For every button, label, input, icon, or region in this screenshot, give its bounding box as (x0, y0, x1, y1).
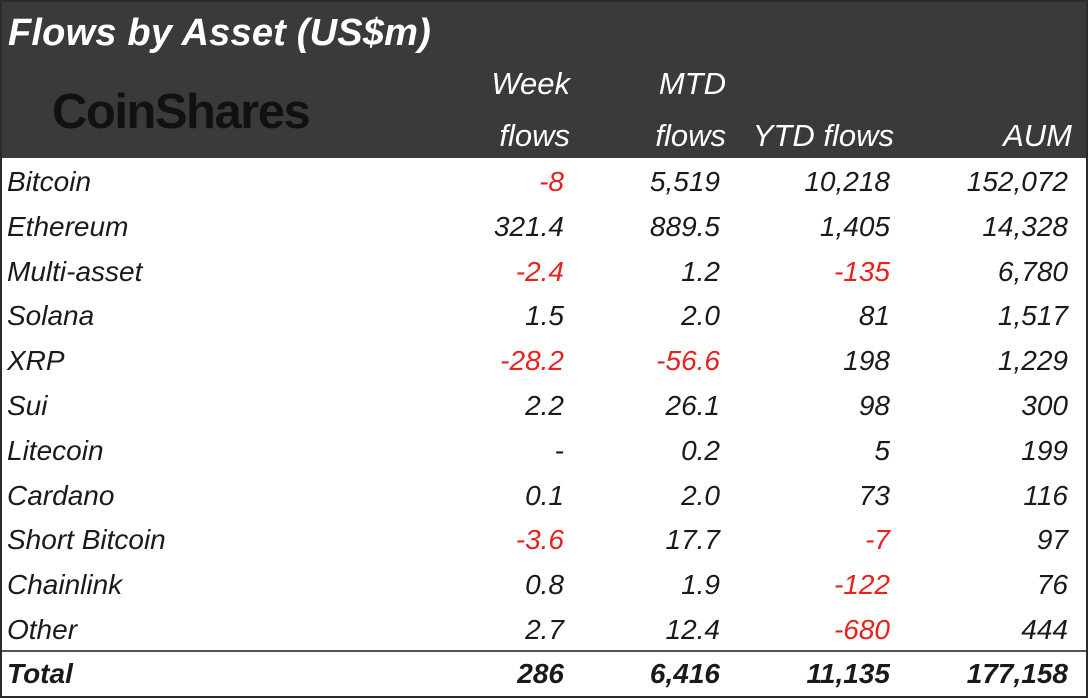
cell-ytd: 73 (858, 479, 890, 511)
cell-mtd: 2.0 (681, 300, 720, 332)
col-header-mtd-line1: MTD (658, 66, 726, 101)
asset-name: Sui (7, 390, 48, 421)
table-row: Sui 2.2 26.1 98 300 (2, 383, 1086, 428)
cell-ytd: 198 (843, 345, 890, 377)
table-header: Flows by Asset (US$m) CoinShares Week fl… (2, 2, 1086, 158)
cell-week: -2.4 (515, 255, 564, 287)
total-divider (2, 650, 1086, 652)
table-row: Short Bitcoin -3.6 17.7 -7 97 (2, 517, 1086, 562)
cell-aum: 1,517 (997, 300, 1068, 332)
cell-aum: 97 (1036, 524, 1068, 556)
cell-week: -3.6 (515, 524, 564, 556)
asset-name: Chainlink (7, 569, 123, 601)
table-row: Ethereum 321.4 889.5 1,405 14,328 (2, 204, 1086, 249)
cell-week: 321.4 (493, 210, 564, 242)
cell-aum: 300 (1021, 390, 1068, 421)
table-row: Cardano 0.1 2.0 73 116 (2, 473, 1086, 518)
table-row: Solana 1.5 2.0 81 1,517 (2, 293, 1086, 338)
col-header-ytd: YTD flows (752, 118, 894, 153)
table-row: XRP -28.2 -56.6 198 1,229 (2, 338, 1086, 383)
coinshares-logo: CoinShares (52, 85, 311, 139)
table-row: Litecoin - 0.2 5 199 (2, 428, 1086, 473)
total-label: Total (7, 658, 73, 689)
cell-aum: 6,780 (997, 255, 1068, 287)
table-row: Multi-asset -2.4 1.2 -135 6,780 (2, 249, 1086, 294)
col-header-week-line2: flows (499, 118, 570, 153)
total-aum: 177,158 (966, 658, 1068, 689)
table-title: Flows by Asset (US$m) (8, 12, 431, 54)
asset-name: Multi-asset (7, 255, 143, 287)
total-week: 286 (517, 658, 564, 689)
cell-mtd: 1.9 (681, 569, 720, 601)
cell-mtd: 0.2 (681, 434, 720, 466)
cell-ytd: 81 (858, 300, 890, 332)
asset-name: XRP (7, 345, 65, 377)
asset-name: Bitcoin (7, 166, 92, 197)
cell-ytd: -680 (833, 614, 890, 645)
cell-aum: 199 (1021, 434, 1068, 466)
cell-mtd: 889.5 (649, 210, 720, 242)
cell-mtd: 17.7 (665, 524, 721, 556)
cell-mtd: 12.4 (665, 614, 721, 645)
cell-ytd: 1,405 (819, 210, 890, 242)
cell-week: 2.7 (525, 614, 564, 645)
cell-week: 0.8 (525, 569, 564, 601)
total-ytd: 11,135 (806, 658, 890, 689)
cell-aum: 116 (1023, 479, 1068, 511)
asset-name: Ethereum (7, 210, 129, 242)
col-header-week-line1: Week (491, 66, 570, 101)
cell-week: - (554, 434, 564, 466)
cell-week: -28.2 (500, 345, 564, 377)
total-row: Total 286 6,416 11,135 177,158 (2, 651, 1086, 696)
cell-mtd: 2.0 (681, 479, 720, 511)
cell-ytd: -7 (865, 524, 890, 556)
table-row: Chainlink 0.8 1.9 -122 76 (2, 562, 1086, 607)
asset-name: Cardano (7, 479, 115, 511)
cell-aum: 1,229 (997, 345, 1068, 377)
cell-aum: 444 (1021, 614, 1068, 645)
asset-name: Other (7, 614, 78, 645)
cell-mtd: 1.2 (681, 255, 720, 287)
total-mtd: 6,416 (649, 658, 720, 689)
cell-ytd: 98 (858, 390, 890, 421)
cell-aum: 152,072 (966, 166, 1068, 197)
asset-name: Litecoin (7, 434, 104, 466)
cell-mtd: 5,519 (649, 166, 720, 197)
col-header-mtd-line2: flows (655, 118, 726, 153)
cell-week: 2.2 (525, 390, 564, 421)
col-header-aum: AUM (1003, 118, 1072, 153)
asset-name: Short Bitcoin (7, 524, 166, 556)
cell-ytd: 5 (874, 434, 890, 466)
cell-aum: 76 (1036, 569, 1068, 601)
cell-mtd: -56.6 (656, 345, 720, 377)
cell-week: 1.5 (525, 300, 564, 332)
table-row: Bitcoin -8 5,519 10,218 152,072 (2, 159, 1086, 204)
cell-ytd: 10,218 (804, 166, 890, 197)
cell-mtd: 26.1 (665, 390, 721, 421)
asset-name: Solana (7, 300, 95, 332)
cell-week: -8 (539, 166, 564, 197)
cell-week: 0.1 (525, 479, 564, 511)
cell-aum: 14,328 (982, 210, 1068, 242)
cell-ytd: -135 (833, 255, 890, 287)
table-row: Other 2.7 12.4 -680 444 (2, 607, 1086, 652)
cell-ytd: -122 (833, 569, 890, 601)
